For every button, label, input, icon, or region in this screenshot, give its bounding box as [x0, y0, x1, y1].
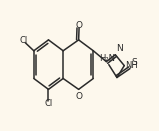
Text: O: O — [75, 92, 82, 101]
Text: Cl: Cl — [19, 37, 28, 45]
Text: Cl: Cl — [44, 99, 53, 108]
Text: NH: NH — [126, 61, 138, 70]
Text: S: S — [131, 58, 137, 67]
Text: O: O — [76, 21, 83, 30]
Text: N: N — [117, 44, 123, 53]
Text: H₂N: H₂N — [100, 54, 115, 63]
